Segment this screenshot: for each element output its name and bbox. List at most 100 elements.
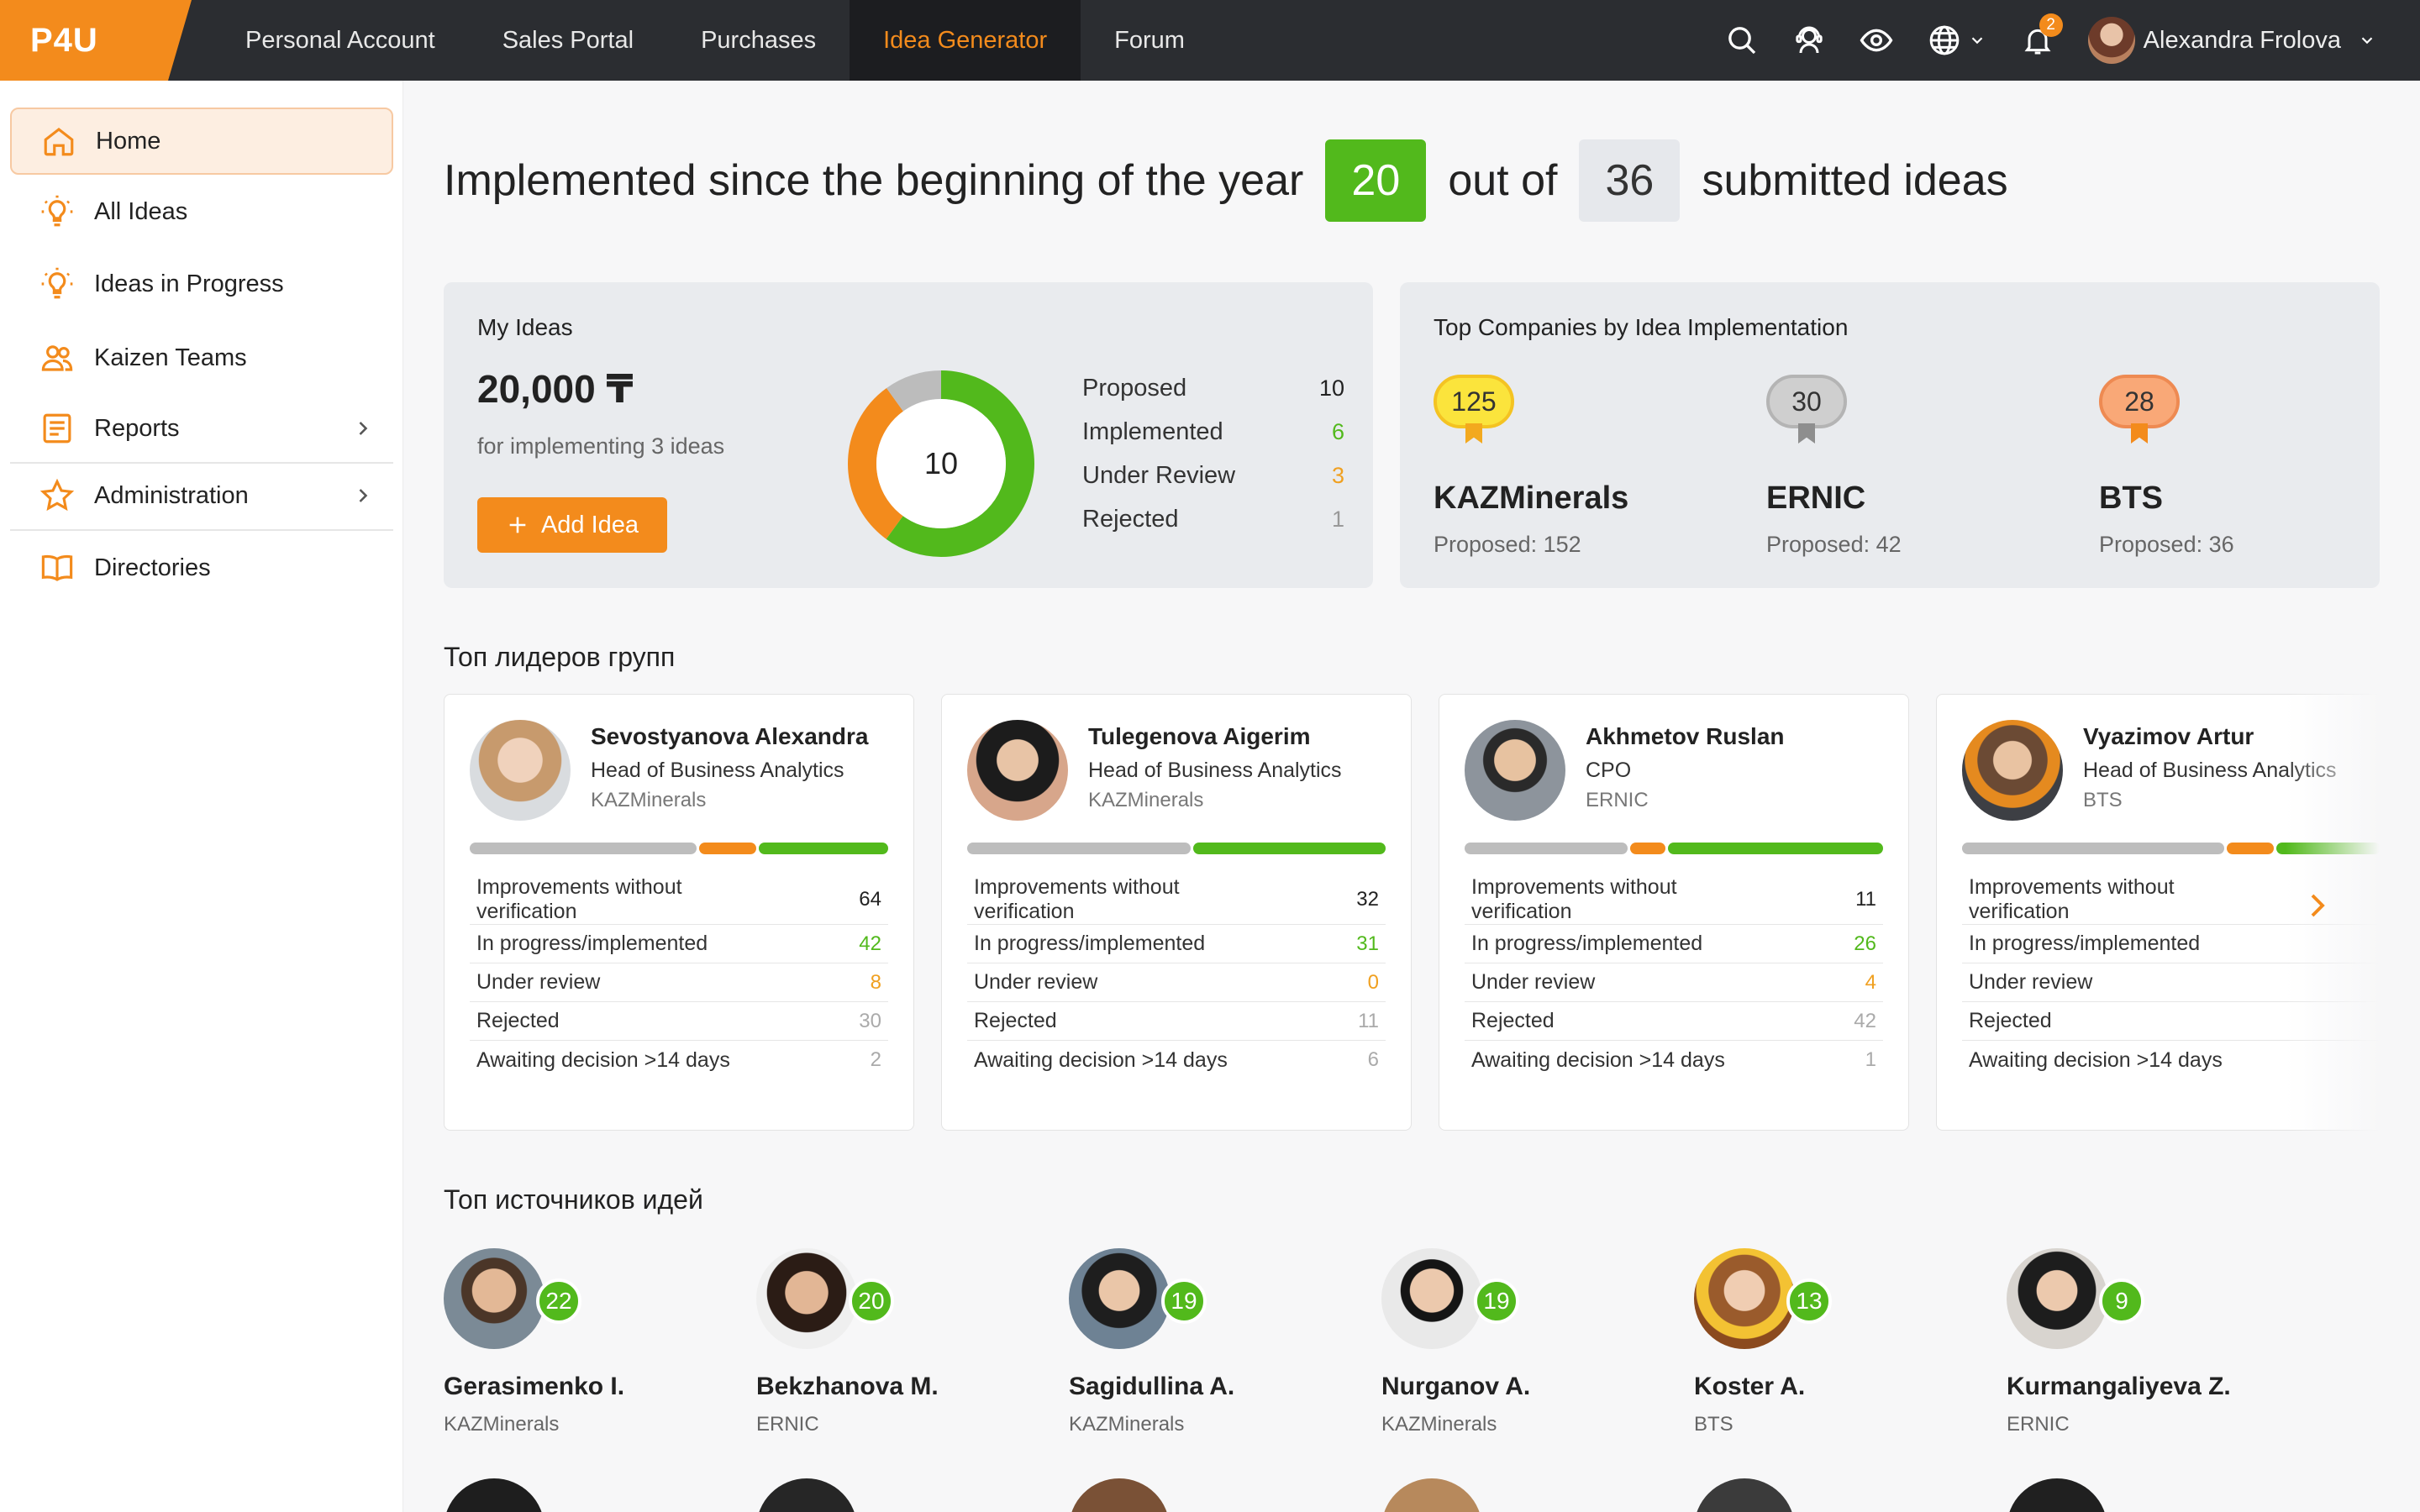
avatar (967, 720, 1068, 821)
sidebar-item-ideas-in-progress[interactable]: Ideas in Progress (10, 250, 393, 318)
row-label: Rejected (476, 1009, 560, 1032)
row-label: Improvements without verification (1471, 874, 1677, 923)
language-selector[interactable] (1910, 0, 2004, 81)
user-name: Alexandra Frolova (2143, 26, 2341, 54)
carousel-fade (2286, 694, 2420, 1131)
reward-amount: 20,000 ₸ (477, 367, 634, 411)
source-item[interactable]: 22 Gerasimenko I. KAZMinerals (444, 1248, 713, 1436)
medal-ribbon (1798, 423, 1815, 444)
bronze-medal-icon: 28 (2099, 375, 2180, 450)
silver-medal-icon: 30 (1766, 375, 1847, 450)
chevron-right-icon[interactable] (2302, 890, 2333, 921)
nav-personal-account[interactable]: Personal Account (245, 26, 435, 54)
source-name: Koster A. (1694, 1373, 1806, 1400)
leader-card[interactable]: Tulegenova Aigerim Head of Business Anal… (941, 694, 1412, 1131)
row-label: Awaiting decision >14 days (1969, 1047, 2223, 1072)
nav-sales-portal[interactable]: Sales Portal (502, 26, 634, 54)
sidebar-item-label: Kaizen Teams (94, 344, 247, 371)
leader-row: Improvements without verification 32 (967, 874, 1386, 925)
home-icon (40, 123, 77, 160)
chevron-right-icon (359, 489, 368, 502)
nav-idea-generator[interactable]: Idea Generator (850, 0, 1081, 81)
leader-row: Awaiting decision >14 days 6 (967, 1041, 1386, 1079)
user-menu[interactable]: Alexandra Frolova (2071, 0, 2420, 81)
topbar-actions: 2 Alexandra Frolova (1708, 0, 2420, 81)
row-value: 32 (1356, 887, 1379, 911)
nav-purchases[interactable]: Purchases (701, 26, 817, 54)
nav-forum[interactable]: Forum (1114, 26, 1185, 54)
add-idea-button[interactable]: Add Idea (477, 497, 667, 553)
leader-name: Tulegenova Aigerim (1088, 723, 1311, 749)
source-item[interactable]: 19 Sagidullina A. KAZMinerals (1069, 1248, 1338, 1436)
row-value: 42 (859, 932, 881, 955)
avatar: 19 (1069, 1248, 1207, 1349)
leader-company: KAZMinerals (591, 789, 707, 811)
source-company: KAZMinerals (1069, 1413, 1185, 1436)
leader-row: In progress/implemented 31 (967, 925, 1386, 963)
top-navigation-bar: P4U Personal Account Sales Portal Purcha… (0, 0, 2420, 81)
source-item[interactable]: 19 Nurganov A. KAZMinerals (1381, 1248, 1650, 1436)
lightbulb-icon (39, 193, 76, 230)
sidebar-item-all-ideas[interactable]: All Ideas (10, 178, 393, 245)
bar-segment-review (1630, 843, 1665, 854)
leader-card[interactable]: Akhmetov Ruslan CPO ERNIC Improvements w… (1439, 694, 1909, 1131)
my-ideas-panel: My Ideas 20,000 ₸ for implementing 3 ide… (444, 282, 1373, 588)
company-card-2[interactable]: 30 ERNIC Proposed: 42 (1766, 375, 2018, 558)
source-item[interactable]: 20 Bekzhanova M. ERNIC (756, 1248, 1025, 1436)
medal-ribbon (2131, 423, 2148, 444)
sidebar-item-reports[interactable]: Reports (10, 395, 393, 462)
leader-row: Under review 4 (1465, 963, 1883, 1002)
idea-count-badge: 19 (1161, 1278, 1207, 1324)
leader-row: In progress/implemented 26 (1465, 925, 1883, 963)
support-agent-icon[interactable] (1776, 0, 1843, 81)
row-value: 26 (1854, 932, 1876, 955)
source-company: BTS (1694, 1413, 1733, 1436)
source-item[interactable]: 13 Koster A. BTS (1694, 1248, 1963, 1436)
row-value: 11 (1855, 887, 1876, 911)
eye-icon[interactable] (1843, 0, 1910, 81)
logo[interactable]: P4U (0, 0, 192, 81)
leader-row: Improvements without verification 11 (1465, 874, 1883, 925)
sidebar-item-label: Home (96, 127, 161, 155)
gold-medal-icon: 125 (1434, 375, 1514, 450)
stat-value: 1 (1331, 506, 1344, 532)
company-card-1[interactable]: 125 KAZMinerals Proposed: 152 (1434, 375, 1686, 558)
row-label: Under review (476, 970, 601, 994)
donut-segment-under-review (848, 370, 1034, 557)
sidebar-item-label: Administration (94, 481, 249, 509)
bar-segment-unverified (1465, 843, 1628, 854)
progress-bar (1465, 843, 1883, 854)
avatar (470, 720, 571, 821)
source-name: Gerasimenko I. (444, 1373, 625, 1400)
stat-label: Implemented (1082, 417, 1223, 445)
sidebar-item-administration[interactable]: Administration (10, 462, 393, 529)
bar-segment-unverified (1962, 843, 2224, 854)
sidebar-item-label: Reports (94, 414, 180, 442)
sidebar-item-directories[interactable]: Directories (10, 534, 393, 601)
company-card-3[interactable]: 28 BTS Proposed: 36 (2099, 375, 2351, 558)
reward-description: for implementing 3 ideas (477, 433, 725, 459)
leader-row: Improvements without verification (1962, 874, 2381, 925)
row-label: Rejected (1969, 1009, 2052, 1032)
bar-segment-review (2227, 843, 2274, 854)
add-idea-label: Add Idea (540, 511, 639, 538)
sidebar-item-kaizen-teams[interactable]: Kaizen Teams (10, 324, 393, 391)
company-proposed: Proposed: 42 (1766, 532, 1902, 557)
search-icon[interactable] (1708, 0, 1776, 81)
bell-icon[interactable]: 2 (2004, 0, 2071, 81)
medal-value: 125 (1434, 375, 1514, 428)
leader-row: Awaiting decision >14 days 2 (470, 1041, 888, 1079)
leader-row: Awaiting decision >14 days (1962, 1041, 2381, 1079)
medal-ribbon (1465, 423, 1482, 444)
source-company: KAZMinerals (1381, 1413, 1497, 1436)
row-label: In progress/implemented (974, 932, 1206, 955)
row-label: In progress/implemented (1471, 932, 1703, 955)
row-value: 31 (1356, 932, 1379, 955)
stat-under-review: Under Review 3 (1082, 459, 1344, 492)
row-value: 11 (1358, 1009, 1379, 1032)
source-item[interactable]: 9 Kurmangaliyeva Z. ERNIC (2007, 1248, 2275, 1436)
leader-row: Awaiting decision >14 days 1 (1465, 1041, 1883, 1079)
row-label: Rejected (1471, 1009, 1555, 1032)
sidebar-item-home[interactable]: Home (10, 108, 393, 175)
leader-card[interactable]: Sevostyanova Alexandra Head of Business … (444, 694, 914, 1131)
